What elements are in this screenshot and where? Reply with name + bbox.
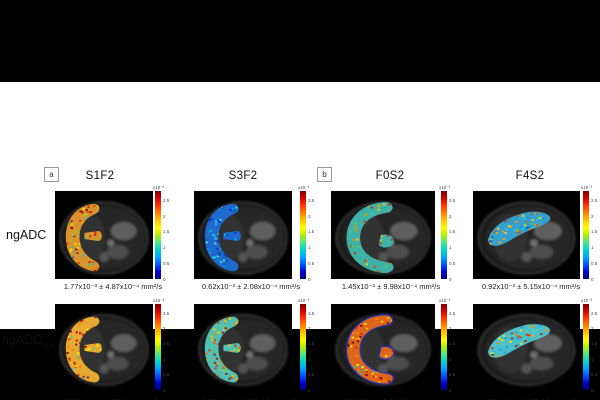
mri-map-ngadc-s1f2 — [55, 191, 153, 279]
colorbar-tick-label: 0 — [163, 276, 166, 282]
colorbar-tick-label: 2 — [163, 213, 166, 219]
colorbar-exponent-label: x10⁻³ — [439, 185, 451, 190]
colorbar-exponent-label: x10⁻³ — [298, 185, 310, 190]
colorbar-tick-label: 1 — [163, 356, 166, 362]
colorbar-tick-label: 2 — [449, 326, 452, 332]
colorbar-tick-label: 1 — [591, 356, 594, 362]
row-label-subscript: corr — [42, 340, 57, 350]
row-label-ngadc: ngADC — [6, 228, 46, 242]
colorbar-tick-label: 0 — [163, 387, 166, 393]
colorbar-exponent-label: x10⁻³ — [298, 298, 310, 303]
colorbar-tick-label: 0.5 — [591, 260, 598, 266]
colorbar-tick-label: 0 — [449, 276, 452, 282]
colorbar-tick-label: 2.5 — [449, 310, 456, 316]
colorbar-tick-label: 1 — [308, 245, 311, 251]
colorbar-exponent-label: x10⁻³ — [581, 185, 593, 190]
colorbar-tick-label: 0.5 — [163, 260, 170, 266]
colorbar-tick-label: 2.5 — [449, 197, 456, 203]
colorbar-tick-label: 0 — [591, 387, 594, 393]
colorbar-tick-label: 1.5 — [163, 229, 170, 235]
panel-caption: 2.29x10⁻³ ± 8.56x10⁻⁴ mm²/s — [175, 397, 327, 400]
colorbar: x10⁻³ 2.5 2 1.5 1 0.5 0 — [153, 298, 169, 393]
panel-b-label: b — [317, 167, 332, 182]
colorbar-tick-label: 0.5 — [308, 260, 315, 266]
colorbar: x10⁻³ 2.5 2 1.5 1 0.5 0 — [439, 298, 455, 393]
colorbar-tick-label: 1 — [449, 356, 452, 362]
colorbar-tick-label: 2.5 — [308, 197, 315, 203]
column-header-s3f2: S3F2 — [228, 170, 258, 182]
panel-caption: 1.88x10⁻³ ± 8.63x10⁻⁴ mm²/s — [455, 397, 600, 400]
colorbar-tick-label: 2 — [591, 326, 594, 332]
colorbar: x10⁻³ 2.5 2 1.5 1 0.5 0 — [298, 298, 314, 393]
colorbar: x10⁻³ 2.5 2 1.5 1 0.5 0 — [153, 185, 169, 282]
column-header-f4s2: F4S2 — [515, 170, 545, 182]
colorbar-tick-label: 0 — [308, 387, 311, 393]
panel-a-label: a — [44, 167, 59, 182]
row-label-ngadc-corr: ngADCcorr — [2, 333, 56, 350]
colorbar-tick-label: 2 — [591, 213, 594, 219]
column-header-s1f2: S1F2 — [85, 170, 115, 182]
colorbar-exponent-label: x10⁻³ — [439, 298, 451, 303]
colorbar: x10⁻³ 2.5 2 1.5 1 0.5 0 — [298, 185, 314, 282]
colorbar-tick-label: 1.5 — [591, 229, 598, 235]
colorbar-tick-label: 1.5 — [449, 229, 456, 235]
colorbar-tick-label: 2.5 — [591, 310, 598, 316]
colorbar-tick-label: 1.5 — [308, 341, 315, 347]
mri-map-ngadccorr-s3f2 — [194, 304, 292, 390]
panel-caption: 0.92x10⁻³ ± 5.15x10⁻⁴ mm²/s — [481, 282, 581, 291]
colorbar-tick-label: 0.5 — [449, 372, 456, 378]
colorbar-tick-label: 2 — [308, 326, 311, 332]
colorbar-tick-label: 2.5 — [308, 310, 315, 316]
panel-caption: 1.77x10⁻³ ± 4.87x10⁻⁴ mm²/s — [63, 282, 163, 291]
colorbar-tick-label: 0.5 — [449, 260, 456, 266]
mri-map-ngadc-s3f2 — [194, 191, 292, 279]
mri-map-ngadccorr-s1f2 — [55, 304, 153, 390]
colorbar-tick-label: 2.5 — [163, 197, 170, 203]
colorbar-tick-label: 0.5 — [163, 372, 170, 378]
colorbar-tick-label: 1 — [591, 245, 594, 251]
panel-caption: 0.62x10⁻³ ± 2.08x10⁻⁴ mm²/s — [201, 282, 301, 291]
mri-map-ngadc-f0s2 — [331, 191, 435, 279]
colorbar: x10⁻³ 2.5 2 1.5 1 0.5 0 — [581, 298, 597, 393]
colorbar-tick-label: 0.5 — [308, 372, 315, 378]
colorbar-tick-label: 0 — [591, 276, 594, 282]
colorbar-tick-label: 1.5 — [591, 341, 598, 347]
colorbar-tick-label: 1.5 — [163, 341, 170, 347]
figure-area: a b S1F2 S3F2 F0S2 F4S2 ngADC ngADCcorr … — [0, 82, 600, 400]
colorbar-tick-label: 1 — [449, 245, 452, 251]
colorbar-tick-label: 2 — [449, 213, 452, 219]
colorbar-tick-label: 1.5 — [449, 341, 456, 347]
colorbar-tick-label: 2 — [163, 326, 166, 332]
colorbar-tick-label: 1.5 — [308, 229, 315, 235]
mri-map-ngadc-f4s2 — [473, 191, 580, 279]
panel-caption: 1.45x10⁻³ ± 9.98x10⁻⁴ mm²/s — [341, 282, 441, 291]
colorbar: x10⁻³ 2.5 2 1.5 1 0.5 0 — [439, 185, 455, 282]
colorbar-tick-label: 2.5 — [591, 197, 598, 203]
colorbar-exponent-label: x10⁻³ — [153, 298, 165, 303]
colorbar: x10⁻³ 2.5 2 1.5 1 0.5 0 — [581, 185, 597, 282]
colorbar-tick-label: 1 — [163, 245, 166, 251]
colorbar-tick-label: 1 — [308, 356, 311, 362]
colorbar-tick-label: 2.5 — [163, 310, 170, 316]
column-header-f0s2: F0S2 — [375, 170, 405, 182]
colorbar-tick-label: 0 — [308, 276, 311, 282]
row-label-text: ngADC — [2, 333, 43, 347]
mri-map-ngadccorr-f4s2 — [473, 304, 580, 390]
colorbar-tick-label: 0.5 — [591, 372, 598, 378]
colorbar-tick-label: 2 — [308, 213, 311, 219]
mri-map-ngadccorr-f0s2 — [331, 304, 435, 390]
row-label-text: ngADC — [6, 228, 47, 242]
panel-caption: 2.93x10⁻³ ± 5.61x10⁻⁴ mm²/s — [315, 397, 467, 400]
colorbar-tick-label: 0 — [449, 387, 452, 393]
colorbar-exponent-label: x10⁻³ — [581, 298, 593, 303]
colorbar-exponent-label: x10⁻³ — [153, 185, 165, 190]
panel-caption: 2.13x10⁻³ ± 6.80x10⁻⁴ mm²/s — [40, 397, 186, 400]
